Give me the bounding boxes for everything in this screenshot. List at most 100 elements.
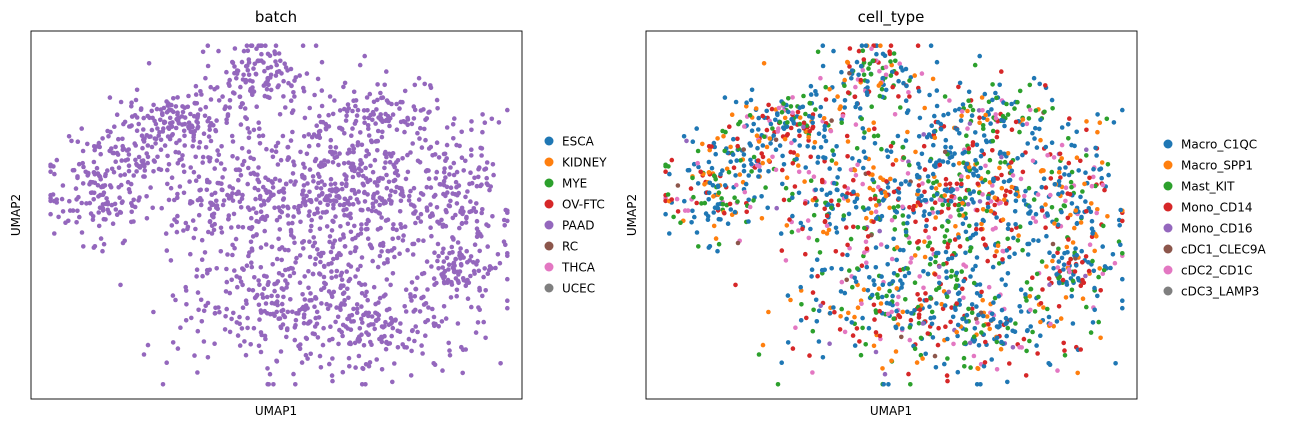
data-point (237, 94, 243, 100)
data-point (942, 239, 947, 245)
data-point (173, 104, 179, 109)
data-point (821, 229, 826, 235)
data-point (690, 208, 695, 214)
data-point (888, 144, 894, 149)
data-point (850, 333, 856, 338)
data-point (346, 262, 351, 268)
data-point (441, 246, 446, 252)
data-point (730, 152, 736, 157)
data-point (933, 215, 938, 220)
legend-label: Mast_KIT (1181, 180, 1235, 194)
data-point (459, 263, 464, 268)
data-point (732, 195, 737, 200)
data-point (300, 43, 306, 48)
data-point (895, 273, 900, 278)
data-point (814, 92, 819, 97)
data-point (330, 245, 336, 250)
data-point (927, 262, 933, 267)
data-point (741, 163, 747, 168)
data-point (333, 274, 339, 279)
data-point (263, 43, 268, 48)
data-point (921, 143, 927, 149)
data-point (854, 196, 860, 201)
data-point (1030, 215, 1036, 221)
data-point (379, 367, 385, 372)
data-point (985, 169, 991, 175)
data-point (301, 320, 307, 326)
data-point (346, 295, 351, 301)
data-point (198, 297, 204, 303)
data-point (364, 148, 370, 153)
data-point (390, 271, 396, 276)
data-point (449, 282, 455, 287)
data-point (169, 133, 175, 138)
data-point (833, 249, 839, 254)
data-point (706, 197, 711, 202)
data-point (166, 101, 171, 106)
data-point (1059, 142, 1065, 148)
data-point (384, 69, 389, 74)
data-point (852, 275, 857, 281)
data-point (792, 184, 798, 189)
data-point (818, 75, 823, 81)
data-point (441, 178, 447, 184)
data-point (216, 152, 222, 158)
data-point (1094, 234, 1099, 239)
data-point (233, 167, 239, 173)
data-point (359, 255, 365, 260)
data-point (481, 274, 486, 280)
data-point (394, 127, 400, 132)
data-point (276, 271, 282, 276)
data-point (930, 206, 935, 211)
data-point (224, 279, 230, 285)
data-point (993, 115, 999, 121)
data-point (441, 259, 447, 264)
data-point (223, 289, 229, 294)
data-point (866, 127, 872, 133)
data-point (976, 312, 981, 318)
data-point (994, 335, 1000, 341)
data-point (1065, 250, 1070, 255)
data-point (165, 167, 170, 173)
data-point (821, 134, 827, 139)
data-point (301, 315, 307, 320)
data-point (352, 223, 357, 229)
data-point (862, 250, 867, 255)
data-point (388, 321, 394, 327)
data-point (749, 87, 755, 93)
data-point (242, 339, 247, 344)
data-point (382, 165, 387, 171)
data-point (947, 238, 953, 244)
data-point (326, 261, 331, 267)
data-point (901, 247, 906, 253)
data-point (189, 129, 194, 134)
data-point (872, 126, 877, 131)
data-point (293, 317, 299, 323)
data-point (777, 143, 783, 148)
data-point (1045, 306, 1050, 312)
data-point (667, 231, 672, 236)
data-point (891, 51, 897, 56)
data-point (450, 250, 455, 255)
data-point (416, 238, 421, 243)
data-point (1018, 176, 1024, 182)
data-point (709, 165, 715, 171)
data-point (863, 239, 869, 245)
data-point (446, 262, 452, 268)
data-point (191, 113, 197, 119)
data-point (246, 135, 252, 141)
data-point (788, 297, 793, 303)
data-point (706, 190, 712, 196)
data-point (934, 103, 940, 109)
data-point (463, 283, 469, 289)
data-point (434, 140, 440, 145)
data-point (737, 172, 743, 177)
data-point (217, 309, 222, 315)
data-point (277, 112, 283, 117)
data-point (827, 86, 832, 92)
data-point (942, 234, 948, 239)
data-point (949, 255, 955, 261)
data-point (306, 213, 312, 218)
data-point (428, 144, 434, 150)
data-point (307, 239, 312, 244)
